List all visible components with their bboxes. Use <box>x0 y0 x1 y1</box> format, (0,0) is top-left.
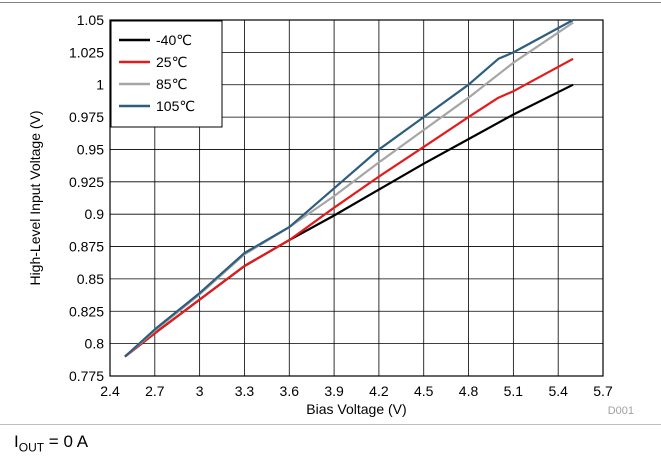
y-axis-title: High-Level Input Voltage (V) <box>27 110 43 285</box>
x-tick-label: 4.8 <box>459 383 479 399</box>
series-lines <box>124 19 574 358</box>
plot-frame <box>109 19 604 377</box>
footnote-subscript: OUT <box>18 440 45 455</box>
series-line <box>124 19 574 358</box>
legend-label: -40℃ <box>156 32 192 48</box>
y-tick-label: 1.025 <box>69 44 104 60</box>
y-tick-label: 1.05 <box>77 12 104 28</box>
x-tick-label: 3.9 <box>324 383 344 399</box>
x-tick-label: 2.7 <box>145 383 165 399</box>
x-tick-label: 5.7 <box>593 383 613 399</box>
y-tick-label: 1 <box>96 77 104 93</box>
condition-footnote: IOUT = 0 A <box>14 432 88 454</box>
top-rule <box>0 2 661 3</box>
separator-rule <box>0 424 661 425</box>
legend: -40℃ 25℃ 85℃ 105℃ <box>110 20 223 128</box>
x-tick-label: 3 <box>196 383 204 399</box>
line-chart: 2.4 2.7 3 3.3 3.6 3.9 4.2 4.5 4.8 5.1 5.4 5.7 0.775… <box>27 12 634 417</box>
series-line <box>124 57 574 358</box>
y-tick-label: 0.95 <box>77 141 104 157</box>
x-tick-label: 3.3 <box>235 383 255 399</box>
y-tick-label: 0.9 <box>85 206 105 222</box>
y-tick-label: 0.825 <box>69 303 104 319</box>
legend-label: 105℃ <box>156 98 195 114</box>
x-tick-label: 4.5 <box>414 383 434 399</box>
y-tick-label: 0.975 <box>69 109 104 125</box>
legend-label: 85℃ <box>156 76 187 92</box>
figure-id: D001 <box>608 405 634 417</box>
x-tick-label: 3.6 <box>280 383 300 399</box>
y-tick-label: 0.85 <box>77 271 104 287</box>
x-tick-label: 5.1 <box>504 383 524 399</box>
y-tick-label: 0.8 <box>85 336 105 352</box>
legend-label: 25℃ <box>156 54 187 70</box>
x-axis-title: Bias Voltage (V) <box>306 401 406 417</box>
footnote-value: = 0 A <box>44 432 89 451</box>
x-tick-label: 2.4 <box>100 383 120 399</box>
y-tick-label: 0.875 <box>69 239 104 255</box>
y-tick-label: 0.775 <box>69 368 104 384</box>
x-tick-label: 4.2 <box>369 383 389 399</box>
legend-box <box>110 20 223 128</box>
x-tick-label: 5.4 <box>548 383 568 399</box>
y-tick-labels: 0.775 0.8 0.825 0.85 0.875 0.9 0.925 0.95 0.975 1… <box>69 12 104 384</box>
footnote-symbol: I <box>14 432 19 451</box>
y-tick-label: 0.925 <box>69 174 104 190</box>
x-tick-labels: 2.4 2.7 3 3.3 3.6 3.9 4.2 4.5 4.8 5.1 5.4 5.7 <box>100 383 613 399</box>
